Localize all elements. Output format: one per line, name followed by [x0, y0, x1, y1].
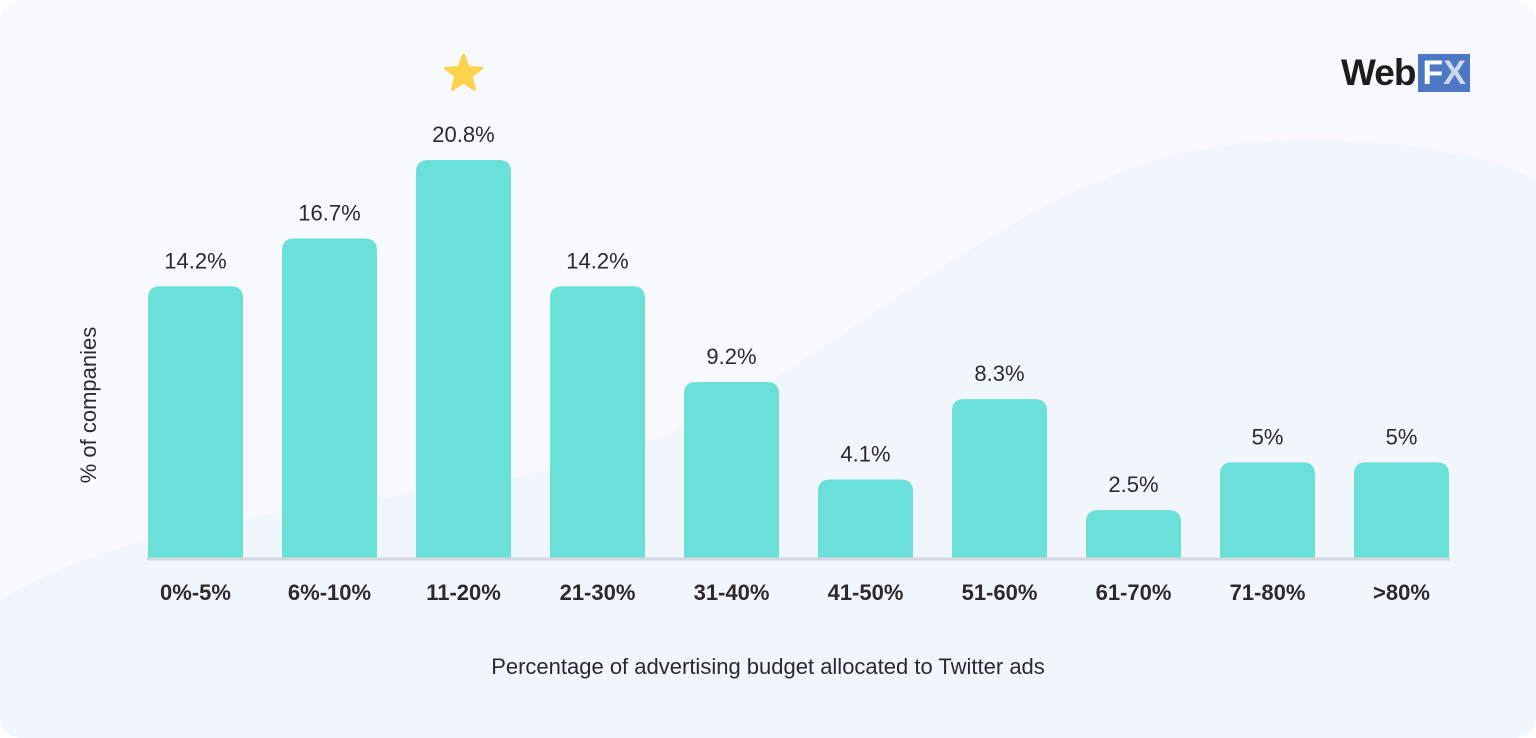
- data-label: 20.8%: [432, 122, 494, 147]
- webfx-logo: Web FX: [1341, 52, 1470, 93]
- bar-51-60%: [952, 399, 1047, 558]
- bar-6%-10%: [282, 238, 377, 559]
- x-tick-label: 31-40%: [694, 580, 770, 605]
- logo-badge: FX: [1418, 54, 1470, 92]
- data-label: 16.7%: [298, 200, 360, 225]
- x-tick-label: 71-80%: [1230, 580, 1306, 605]
- data-label: 5%: [1252, 424, 1284, 449]
- bar->80%: [1354, 462, 1449, 558]
- data-label: 14.2%: [164, 248, 226, 273]
- bar-31-40%: [684, 381, 779, 558]
- star-icon: [443, 53, 484, 91]
- data-label: 14.2%: [566, 248, 628, 273]
- bar-61-70%: [1086, 510, 1181, 558]
- bar-11-20%: [416, 160, 511, 558]
- bar-41-50%: [818, 479, 913, 558]
- data-label: 9.2%: [706, 344, 756, 369]
- x-tick-label: 0%-5%: [160, 580, 231, 605]
- x-axis-label: Percentage of advertising budget allocat…: [491, 654, 1045, 679]
- x-tick-label: 6%-10%: [288, 580, 371, 605]
- bar-0%-5%: [148, 286, 243, 558]
- data-label: 8.3%: [974, 361, 1024, 386]
- x-tick-label: 21-30%: [560, 580, 636, 605]
- x-tick-label: >80%: [1373, 580, 1430, 605]
- bar-21-30%: [550, 286, 645, 558]
- data-label: 4.1%: [840, 442, 890, 467]
- bar-71-80%: [1220, 462, 1315, 558]
- x-tick-label: 61-70%: [1096, 580, 1172, 605]
- x-tick-label: 11-20%: [426, 580, 501, 605]
- x-tick-label: 41-50%: [828, 580, 904, 605]
- logo-text: Web: [1341, 52, 1416, 93]
- y-axis-label: % of companies: [76, 327, 101, 484]
- x-tick-label: 51-60%: [962, 580, 1038, 605]
- data-label: 5%: [1386, 424, 1418, 449]
- data-label: 2.5%: [1108, 472, 1158, 497]
